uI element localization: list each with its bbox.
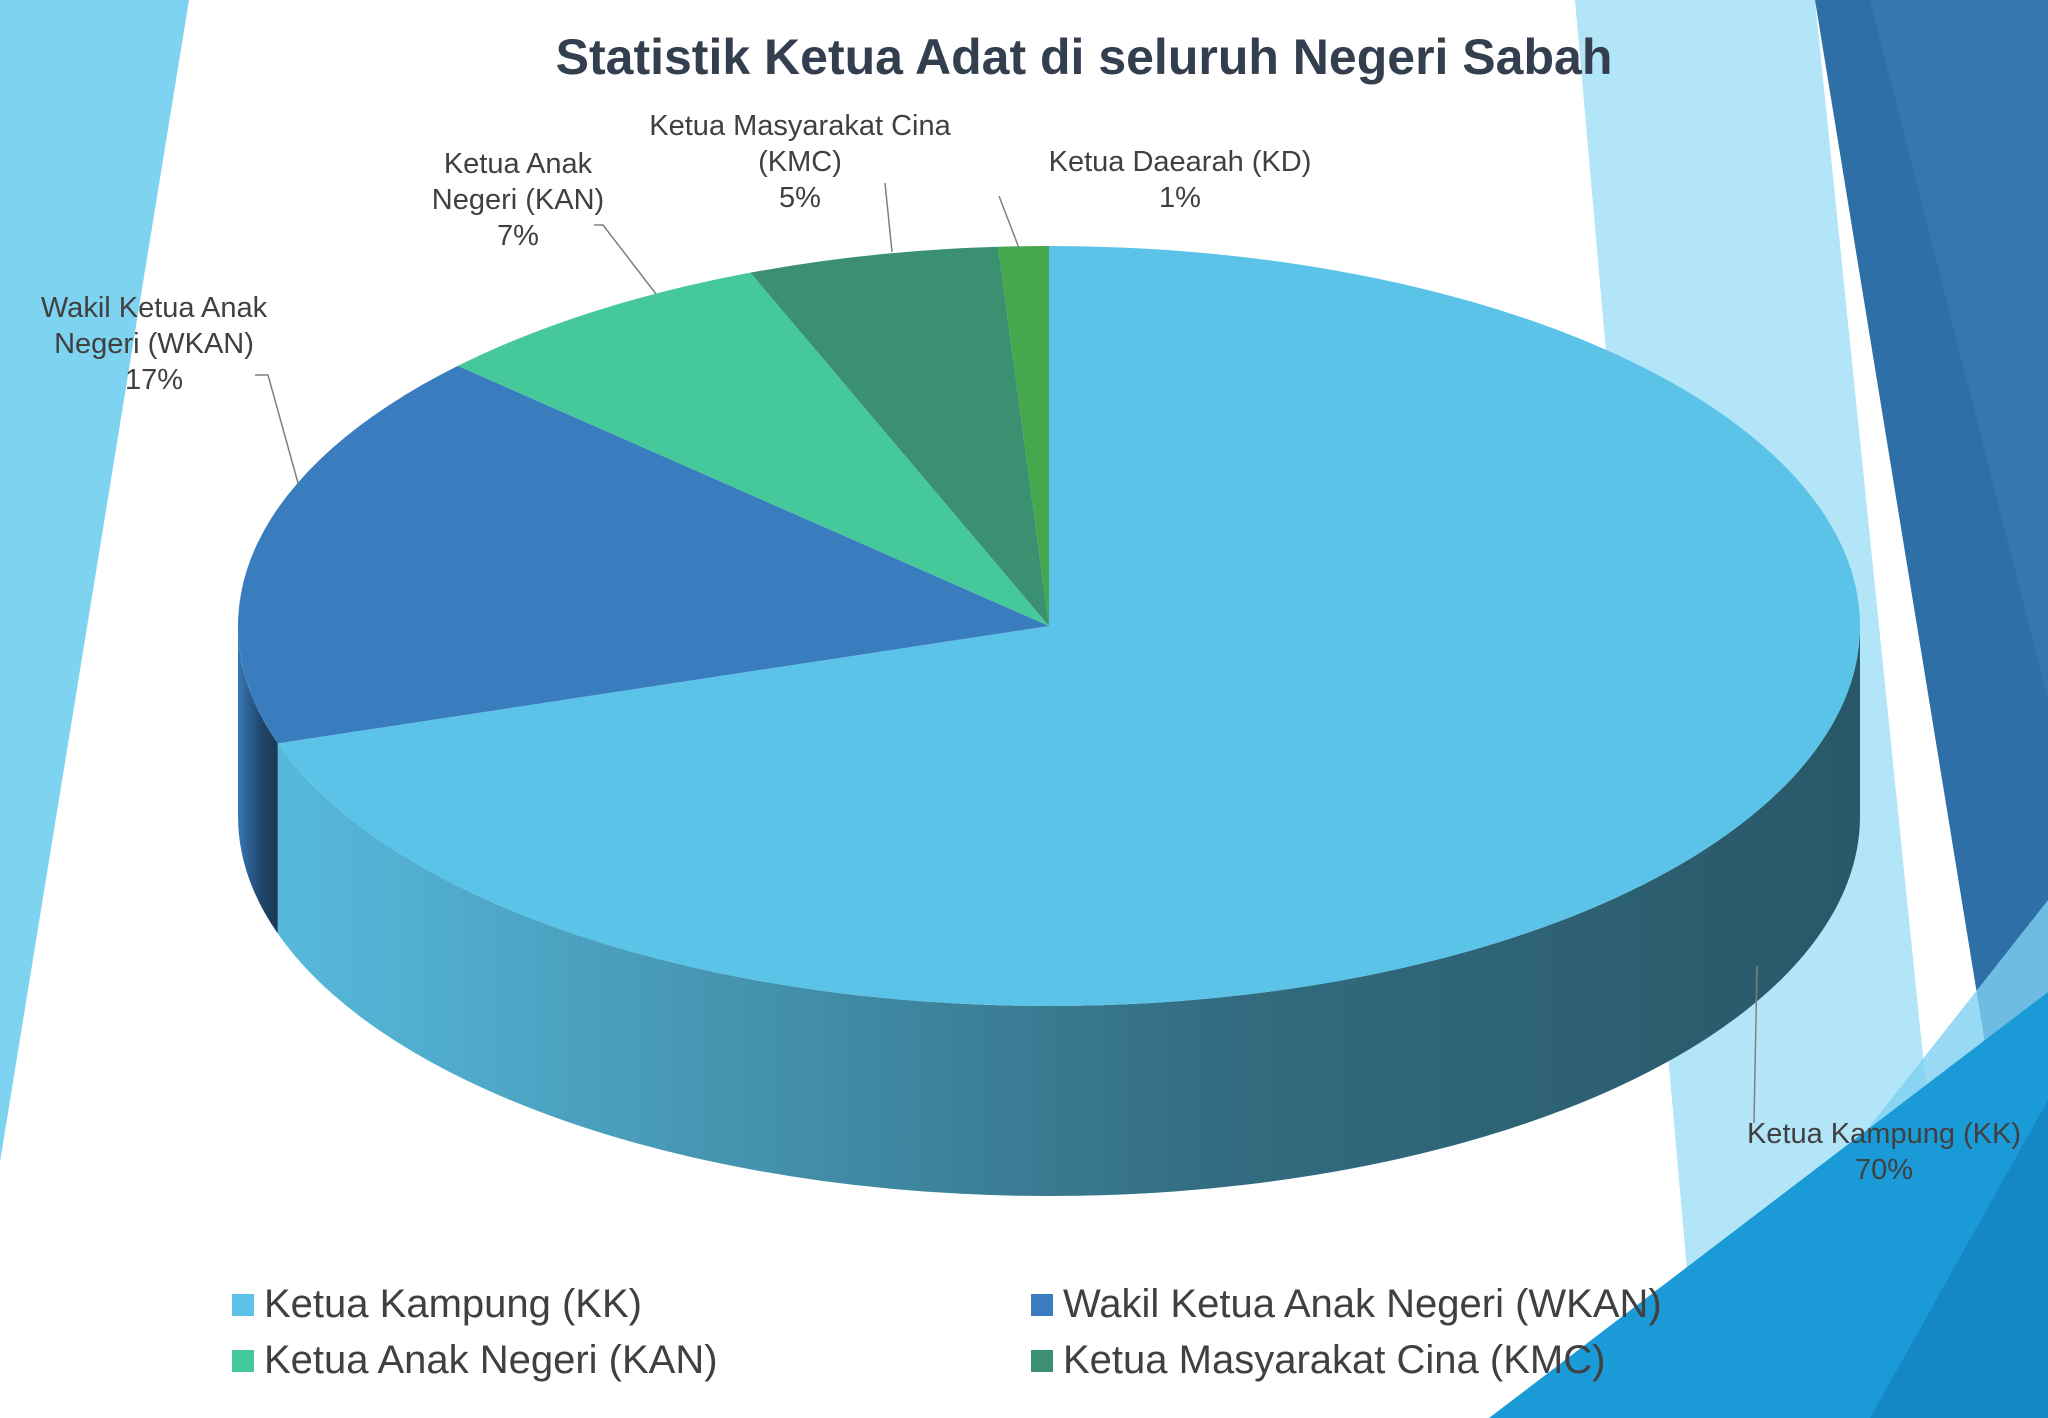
data-label: Wakil Ketua Anak Negeri (WKAN) 17% — [14, 290, 294, 398]
slice — [750, 246, 1049, 626]
legend-entry: Ketua Masyarakat Cina (KMC) — [1031, 1338, 1605, 1383]
legend-entry: Ketua Kampung (KK) — [232, 1282, 642, 1327]
legend-entry: Ketua Anak Negeri (KAN) — [232, 1338, 718, 1383]
legend-label: Ketua Anak Negeri (KAN) — [264, 1338, 718, 1382]
side-shade — [277, 626, 1861, 1196]
chart-title: Statistik Ketua Adat di seluruh Negeri S… — [555, 29, 1613, 85]
slice — [238, 365, 1050, 744]
value-label: 70% — [1854, 1154, 1914, 1186]
slice — [998, 246, 1049, 626]
legend-swatch — [1031, 1293, 1053, 1316]
category-label: Ketua Anak Negeri (KAN) — [431, 148, 605, 216]
value-label: 7% — [497, 220, 539, 252]
slice — [457, 272, 1049, 626]
category-label: Ketua Daearah (KD) — [1048, 146, 1312, 178]
legend-label: Ketua Kampung (KK) — [264, 1282, 642, 1326]
legend-swatch — [1031, 1349, 1053, 1372]
category-label: Ketua Kampung (KK) — [1746, 1118, 2022, 1150]
legend-label: Ketua Masyarakat Cina (KMC) — [1063, 1338, 1606, 1382]
legend-label: Wakil Ketua Anak Negeri (WKAN) — [1063, 1282, 1662, 1326]
category-label: Wakil Ketua Anak Negeri (WKAN) — [40, 292, 268, 360]
leader-lines — [255, 182, 1758, 1124]
value-label: 17% — [124, 364, 184, 396]
data-label: Ketua Masyarakat Cina (KMC) 5% — [640, 108, 960, 216]
value-label: 1% — [1159, 182, 1201, 214]
data-label: Ketua Anak Negeri (KAN) 7% — [418, 146, 618, 254]
category-label: Ketua Masyarakat Cina (KMC) — [649, 110, 951, 178]
value-label: 5% — [779, 182, 821, 214]
legend-entry: Wakil Ketua Anak Negeri (WKAN) — [1031, 1282, 1662, 1327]
pie — [238, 246, 1861, 1196]
legend-swatch — [232, 1293, 254, 1316]
data-label: Ketua Kampung (KK) 70% — [1724, 1116, 2044, 1188]
data-label: Ketua Daearah (KD) 1% — [1010, 144, 1350, 216]
legend-swatch — [232, 1349, 254, 1372]
side-shade — [238, 626, 278, 934]
slice — [277, 246, 1861, 1007]
